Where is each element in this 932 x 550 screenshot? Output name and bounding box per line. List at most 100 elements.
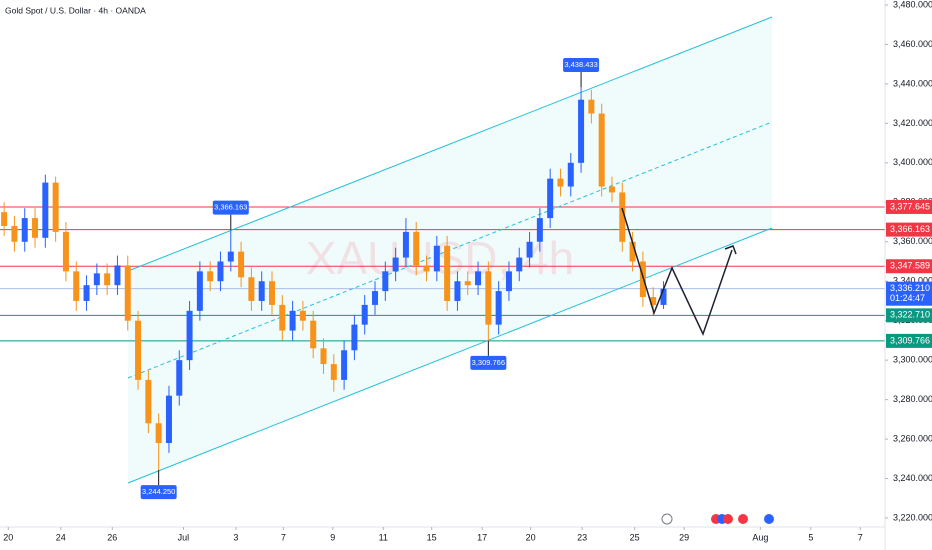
candle-body [464,281,471,286]
candle-body [382,271,389,292]
forecast-arrow [724,245,737,255]
candles [1,87,667,471]
watermark: XAUUSD, 4h [306,232,574,284]
x-tick-label: 3 [233,532,238,542]
candle-body [207,271,214,282]
y-tick-label: 3,460.000 [893,39,932,49]
candle-body [444,245,451,301]
candle-body [299,310,306,321]
candle-body [413,231,420,266]
candle-body [495,291,502,325]
annotation-bg [563,58,600,73]
candle-body [248,277,255,301]
candle-body [21,218,28,242]
candle-body [392,257,399,272]
candle-body [351,324,358,351]
candle-body [557,178,564,187]
x-tick-label: 9 [330,532,335,542]
event-icon [738,514,748,524]
candle-body [650,297,657,305]
x-tick-label: 5 [808,532,813,542]
candle-body [547,178,554,219]
x-tick-label: 23 [577,532,587,542]
candle-body [279,304,286,331]
candle-body [536,218,543,242]
candle-body [42,182,49,238]
current-price-bg [886,281,932,306]
candle-body [475,271,482,286]
candle-body [268,281,275,305]
forecast-path [621,207,733,336]
chart-title: Gold Spot / U.S. Dollar · 4h · OANDA [5,5,146,15]
candle-body [186,310,193,361]
candle-body [402,231,409,258]
price-level-label: 3,377.645 [890,201,930,211]
candle-body [217,261,224,282]
annotation-label: 3,309.766 [472,358,505,367]
y-tick-label: 3,300.000 [893,355,932,365]
candle-body [639,261,646,298]
x-tick-label: 7 [858,532,863,542]
current-price-label: 3,336.210 [890,283,930,293]
x-tick-label: 29 [679,532,689,542]
candle-body [361,304,368,325]
event-icon [723,514,733,524]
price-level-label-bg [886,259,932,274]
candle-body [32,218,39,238]
x-tick-label: Aug [752,532,768,542]
channel-lower [127,227,773,484]
candle-body [176,360,183,396]
candle-body [619,192,626,242]
candle-body [433,245,440,272]
event-icon [661,513,673,525]
candle-body [196,271,203,311]
candle-body [83,285,90,301]
candle-body [516,257,523,272]
annotation-label: 3,438.433 [564,60,597,69]
y-tick-label: 3,280.000 [893,394,932,404]
candle-body [114,265,121,286]
x-tick-label: 7 [281,532,286,542]
countdown: 01:24:47 [890,293,925,303]
y-tick-label: 3,360.000 [893,236,932,246]
price-level-label: 3,366.163 [890,224,930,234]
x-tick-label: 17 [477,532,487,542]
y-tick-label: 3,240.000 [893,473,932,483]
x-tick-label: 15 [427,532,437,542]
candle-body [1,212,8,226]
price-level-label-bg [886,222,932,237]
candle-body [310,320,317,349]
candle-body [135,320,142,380]
candle-body [62,231,69,272]
candle-body [238,251,245,278]
x-tick-label: 26 [107,532,117,542]
candle-body [660,288,667,305]
y-tick-label: 3,480.000 [893,0,932,9]
candle-body [505,271,512,292]
candle-body [454,281,461,301]
annotation-bg [212,200,249,215]
annotation-label: 3,244.250 [142,487,175,496]
y-tick-label: 3,400.000 [893,157,932,167]
candle-body [289,310,296,331]
price-level-label: 3,347.589 [890,261,930,271]
candle-body [485,271,492,325]
candle-body [104,273,111,286]
candle-body [372,291,379,305]
price-level-label-bg [886,199,932,214]
y-axis: 3,220.000 3,240.000 3,260.000 3,280.000 3,30… [885,0,932,522]
x-tick-label: Jul [178,532,190,542]
candle-body [608,186,615,193]
candle-body [341,350,348,380]
price-level-label-bg [886,333,932,348]
candle-body [567,162,574,187]
x-tick-label: 20 [526,532,536,542]
candle-body [11,225,18,242]
y-tick-label: 3,220.000 [893,512,932,522]
candle-body [578,99,585,163]
annotation-label: 3,366.163 [214,203,247,212]
candle-body [227,251,234,262]
annotations: 3,438.433 3,366.163 3,309.766 3,244.250 [140,58,600,500]
annotation-bg [140,485,177,500]
